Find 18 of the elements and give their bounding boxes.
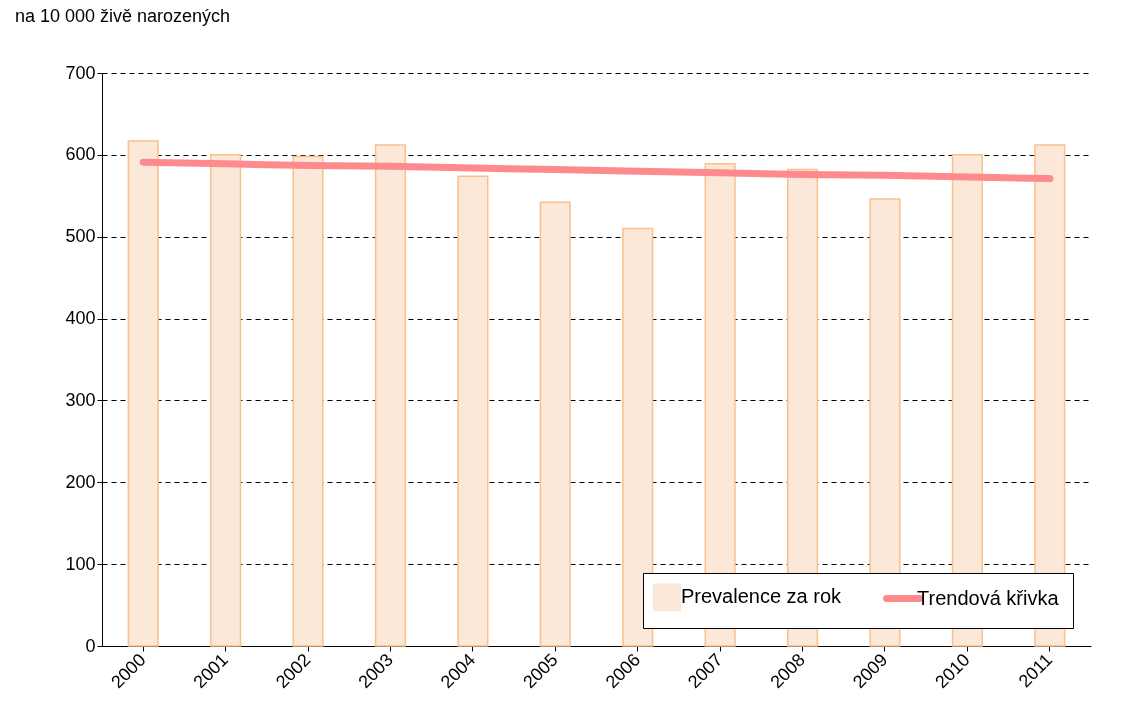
y-tick-label: 700 <box>65 62 96 83</box>
y-tick-label: 0 <box>85 635 96 656</box>
chart-subtitle: na 10 000 živě narozených <box>14 6 231 26</box>
y-tick-label: 600 <box>65 144 96 165</box>
legend-label: Prevalence za rok <box>681 585 843 608</box>
y-tick-label: 500 <box>65 226 96 247</box>
bar <box>210 154 242 647</box>
bar <box>292 155 324 647</box>
bar <box>127 140 159 647</box>
bar <box>539 201 571 647</box>
y-tick-label: 400 <box>65 308 96 329</box>
y-tick-label: 300 <box>65 389 96 410</box>
bar <box>457 175 489 647</box>
y-tick-label: 200 <box>65 471 96 492</box>
bar <box>374 144 407 647</box>
bar <box>622 227 654 647</box>
y-tick-label: 100 <box>65 553 96 574</box>
legend-label: Trendová křivka <box>917 586 1060 609</box>
